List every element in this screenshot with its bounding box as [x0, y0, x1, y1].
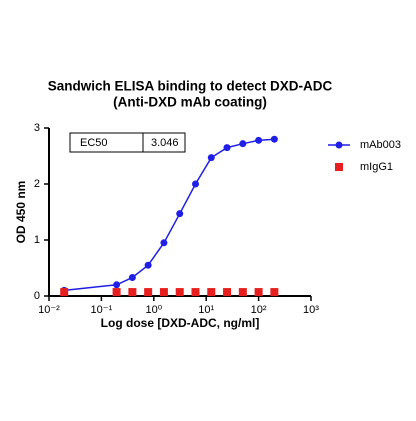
point [238, 288, 247, 297]
point [207, 288, 216, 297]
point [239, 140, 247, 148]
point [254, 288, 263, 297]
point [128, 274, 136, 282]
chart-subtitle: (Anti-DXD mAb coating) [113, 95, 267, 110]
point [270, 135, 278, 143]
point [160, 239, 168, 247]
y-tick-label: 1 [34, 234, 40, 246]
series-line [64, 138, 275, 292]
x-tick-label: 10³ [303, 304, 319, 316]
point [60, 288, 69, 297]
legend-label: mIgG1 [360, 161, 393, 173]
x-tick-label: 10⁰ [145, 304, 162, 316]
point [270, 288, 279, 297]
chart-title: Sandwich ELISA binding to detect DXD-ADC [48, 79, 333, 94]
y-tick-label: 3 [34, 122, 40, 134]
ec50-table [69, 132, 186, 153]
y-tick-label: 0 [34, 290, 40, 302]
point [159, 288, 168, 297]
x-tick-label: 10² [251, 304, 267, 316]
point [175, 288, 184, 297]
point [144, 261, 152, 269]
point [113, 281, 121, 289]
legend-marker [335, 141, 343, 149]
table-value: 3.046 [151, 137, 179, 149]
x-tick-label: 10⁻² [38, 304, 60, 316]
point [191, 288, 200, 297]
x-tick-label: 10¹ [198, 304, 214, 316]
point [176, 210, 184, 218]
table-header: EC50 [80, 137, 108, 149]
legend-marker [335, 163, 343, 171]
point [223, 288, 232, 297]
point [207, 154, 215, 162]
point [192, 180, 200, 188]
x-tick-label: 10⁻¹ [91, 304, 113, 316]
y-tick-label: 2 [34, 178, 40, 190]
x-axis-label: Log dose [DXD-ADC, ng/ml] [101, 316, 260, 330]
point [223, 144, 231, 152]
legend-label: mAb003 [360, 139, 401, 151]
point [112, 288, 121, 297]
point [128, 288, 137, 297]
y-axis-label: OD 450 nm [14, 181, 28, 244]
point [255, 136, 263, 144]
point [144, 288, 153, 297]
